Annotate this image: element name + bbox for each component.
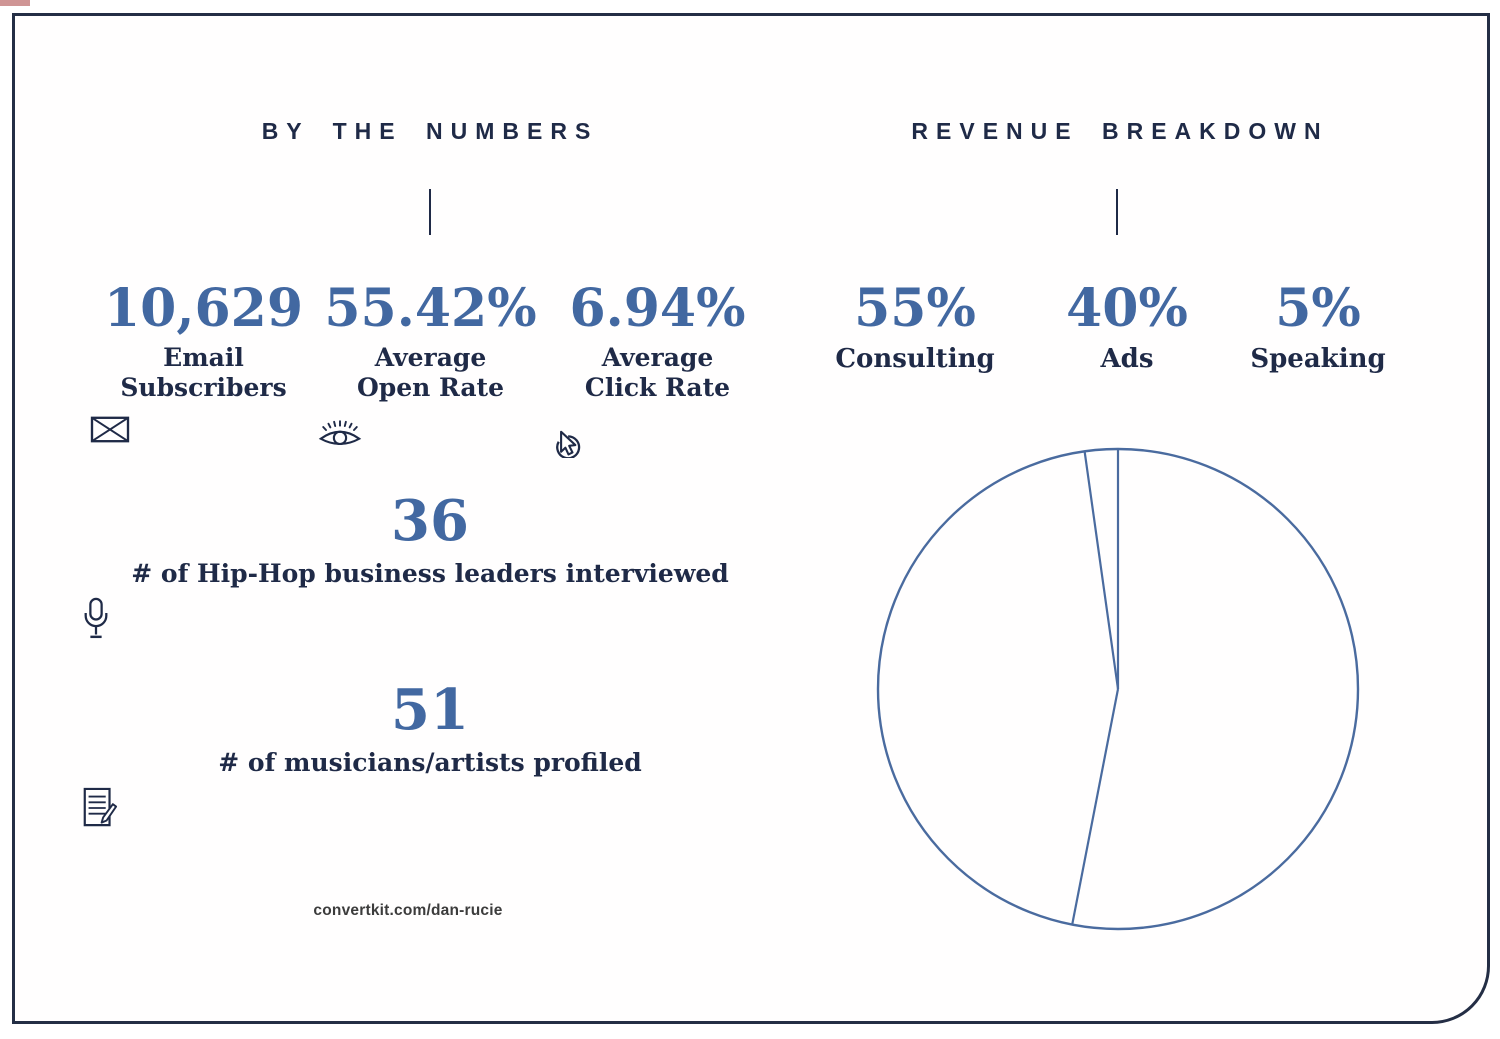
stat-label: Average Open Rate <box>356 343 505 403</box>
stat-label: Average Click Rate <box>584 343 731 403</box>
stat-value: 36 <box>391 488 469 554</box>
divider-tick-right <box>1116 189 1118 235</box>
card-border <box>12 13 1490 1024</box>
segment-label: Consulting <box>835 344 995 375</box>
revenue-pie-chart <box>875 446 1361 932</box>
stat-label: # of musicians/artists profiled <box>218 748 642 778</box>
envelope-icon <box>90 416 317 443</box>
stats-row: 10,629 Email Subscribers 55.42% Average … <box>90 278 771 459</box>
pie-chart-svg <box>876 447 1360 931</box>
segment-label: Speaking <box>1250 344 1386 375</box>
segment-value: 40% <box>1066 278 1188 339</box>
section-title-revenue-breakdown: REVENUE BREAKDOWN <box>911 118 1329 144</box>
footer-url: convertkit.com/dan-rucie <box>313 902 503 919</box>
stat-value: 6.94% <box>569 278 746 339</box>
stat-value: 10,629 <box>103 278 303 339</box>
stat-value: 55.42% <box>324 278 537 339</box>
section-title-by-the-numbers: BY THE NUMBERS <box>261 118 599 144</box>
eye-icon <box>317 416 544 451</box>
stat-average-open-rate: 55.42% Average Open Rate <box>317 278 544 458</box>
document-pencil-icon <box>80 786 780 830</box>
segment-speaking: 5% Speaking <box>1208 278 1428 375</box>
stat-label: # of Hip-Hop business leaders interviewe… <box>131 559 729 589</box>
stat-value: 51 <box>391 677 469 743</box>
divider-tick-left <box>429 189 431 235</box>
stat-average-click-rate: 6.94% Average Click Rate <box>544 278 771 459</box>
cursor-click-icon <box>544 416 771 459</box>
stat-leaders-interviewed: 36 # of Hip-Hop business leaders intervi… <box>80 492 780 642</box>
segment-ads: 40% Ads <box>1017 278 1237 375</box>
segment-label: Ads <box>1100 344 1154 375</box>
stat-musicians-profiled: 51 # of musicians/artists profiled <box>80 681 780 830</box>
stat-label: Email Subscribers <box>120 343 287 403</box>
segment-value: 5% <box>1275 278 1361 339</box>
stat-email-subscribers: 10,629 Email Subscribers <box>90 278 317 458</box>
segment-consulting: 55% Consulting <box>805 278 1025 375</box>
segment-value: 55% <box>854 278 976 339</box>
corner-red-mark <box>0 0 30 6</box>
microphone-icon <box>80 597 780 642</box>
